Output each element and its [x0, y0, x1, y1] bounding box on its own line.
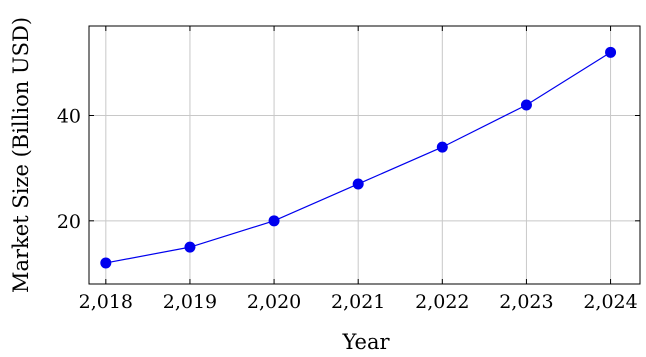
series-layer	[100, 46, 617, 269]
data-point	[184, 241, 196, 253]
x-axis-ticks: 2,018 2,019 2,020 2,021 2,022 2,023 2,024	[79, 26, 638, 313]
x-tick-label: 2,021	[331, 291, 385, 313]
data-point	[436, 141, 448, 153]
data-point	[100, 257, 112, 269]
data-point	[605, 46, 617, 58]
x-axis-label: Year	[341, 330, 390, 354]
data-point	[268, 215, 280, 227]
x-tick-label: 2,024	[583, 291, 637, 313]
data-point	[520, 99, 532, 111]
y-tick-label: 40	[57, 106, 81, 128]
x-tick-label: 2,020	[247, 291, 301, 313]
data-point	[352, 178, 364, 190]
x-tick-label: 2,019	[163, 291, 217, 313]
plot-frame	[88, 25, 641, 285]
grid-lines	[89, 26, 640, 284]
y-axis-label: Market Size (Billion USD)	[9, 17, 33, 293]
y-tick-label: 20	[57, 211, 81, 233]
x-tick-label: 2,018	[79, 291, 133, 313]
x-tick-label: 2,022	[415, 291, 469, 313]
x-tick-label: 2,023	[499, 291, 553, 313]
